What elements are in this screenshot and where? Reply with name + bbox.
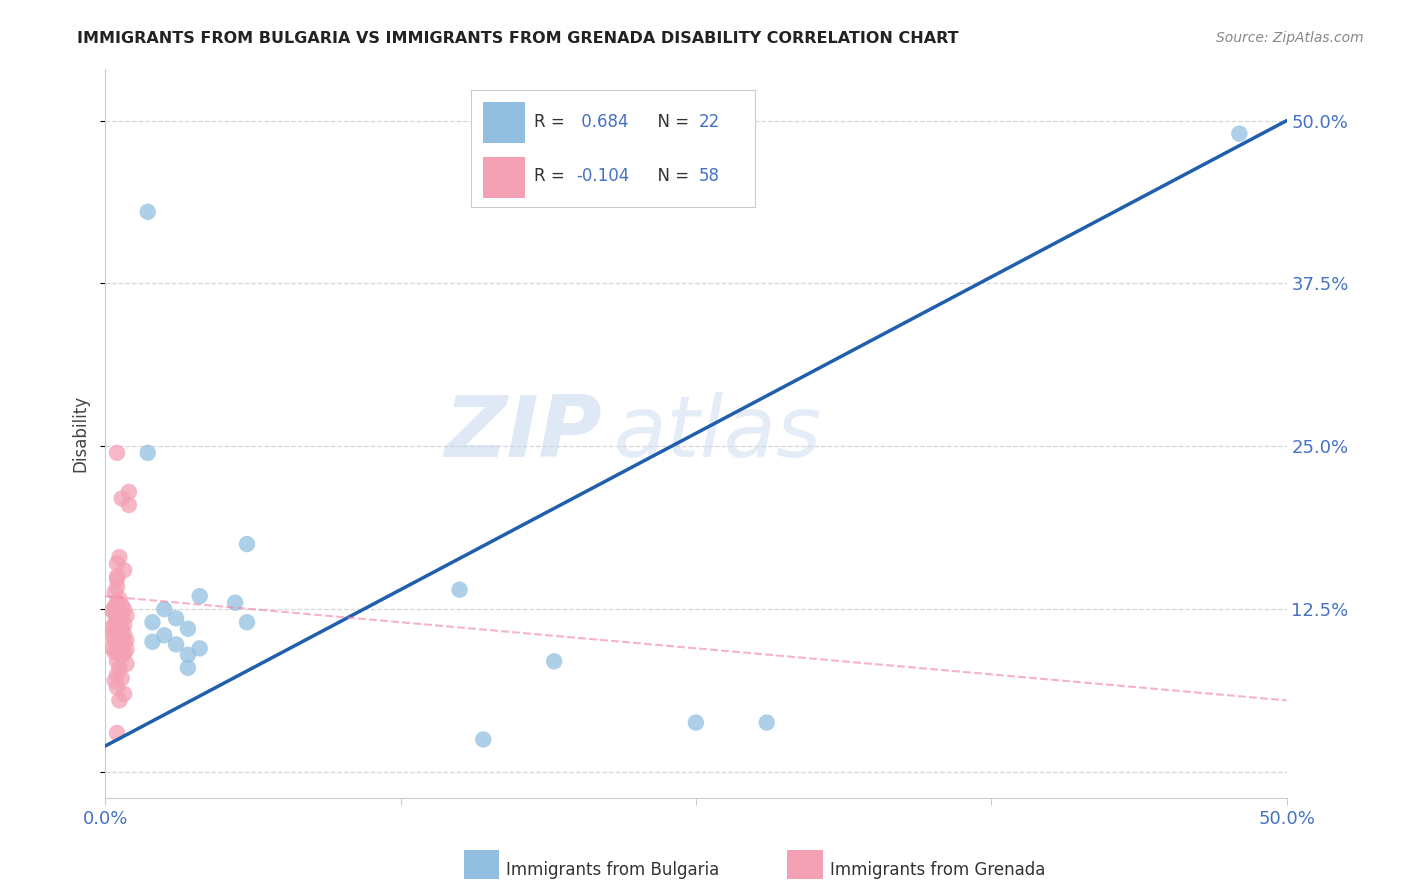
Point (108, 632, 131, 647)
Point (108, 640, 131, 654)
Point (111, 491, 134, 506)
Point (104, 673, 127, 688)
Point (115, 633, 138, 648)
Point (101, 620, 124, 634)
Point (104, 634, 127, 648)
Point (104, 625, 127, 640)
Point (153, 628, 176, 642)
Point (141, 615, 163, 630)
Point (108, 591, 131, 606)
Point (543, 654, 565, 668)
Point (118, 485, 141, 500)
Point (105, 654, 128, 668)
Text: IMMIGRANTS FROM BULGARIA VS IMMIGRANTS FROM GRENADA DISABILITY CORRELATION CHART: IMMIGRANTS FROM BULGARIA VS IMMIGRANTS F… (77, 31, 959, 46)
Point (755, 715, 778, 730)
Point (111, 611, 134, 625)
Point (105, 614, 128, 628)
Point (177, 648, 200, 662)
Point (111, 671, 134, 685)
Point (118, 498, 141, 512)
Point (112, 618, 135, 632)
Point (108, 623, 131, 637)
Point (105, 644, 128, 658)
Point (112, 602, 135, 616)
Point (108, 605, 131, 619)
Point (165, 637, 187, 651)
Point (111, 648, 134, 662)
Point (165, 611, 187, 625)
Point (105, 572, 128, 586)
Point (136, 446, 159, 460)
Point (472, 732, 495, 747)
Point (236, 615, 259, 630)
Point (105, 596, 128, 610)
Point (104, 616, 127, 631)
Point (112, 687, 135, 701)
Point (104, 645, 127, 659)
Point (136, 204, 159, 219)
Point (115, 642, 138, 657)
Point (112, 647, 135, 661)
Point (188, 641, 211, 656)
Point (685, 715, 707, 730)
Point (112, 627, 135, 641)
Point (115, 657, 138, 671)
Y-axis label: Disability: Disability (72, 395, 89, 472)
Point (224, 596, 246, 610)
Point (112, 636, 135, 650)
Point (105, 619, 128, 633)
Point (104, 606, 127, 620)
Point (105, 637, 128, 651)
Point (105, 580, 128, 594)
Point (1227, 127, 1250, 141)
Point (108, 661, 131, 675)
Point (236, 537, 259, 551)
Point (188, 589, 211, 603)
Point (177, 622, 200, 636)
Text: Immigrants from Grenada: Immigrants from Grenada (830, 861, 1045, 879)
Text: Source: ZipAtlas.com: Source: ZipAtlas.com (1216, 31, 1364, 45)
Point (111, 630, 134, 644)
Point (177, 661, 200, 675)
Point (108, 693, 131, 707)
Point (105, 667, 128, 681)
Point (115, 608, 138, 623)
Point (111, 599, 134, 613)
Point (104, 599, 127, 614)
Point (449, 582, 471, 597)
Point (105, 624, 128, 639)
Text: Immigrants from Bulgaria: Immigrants from Bulgaria (506, 861, 720, 879)
Point (108, 550, 131, 565)
Point (105, 557, 128, 571)
Point (105, 681, 128, 695)
Point (105, 726, 128, 740)
Point (105, 631, 128, 645)
Point (104, 585, 127, 599)
Point (111, 639, 134, 653)
Text: ZIP: ZIP (444, 392, 602, 475)
Point (112, 563, 135, 577)
Point (153, 602, 176, 616)
Point (105, 446, 128, 460)
Point (111, 622, 134, 636)
Point (105, 569, 128, 583)
Point (101, 641, 124, 656)
Point (141, 634, 163, 648)
Text: atlas: atlas (613, 392, 821, 475)
Point (101, 603, 124, 617)
Point (101, 628, 124, 642)
Point (108, 615, 131, 630)
